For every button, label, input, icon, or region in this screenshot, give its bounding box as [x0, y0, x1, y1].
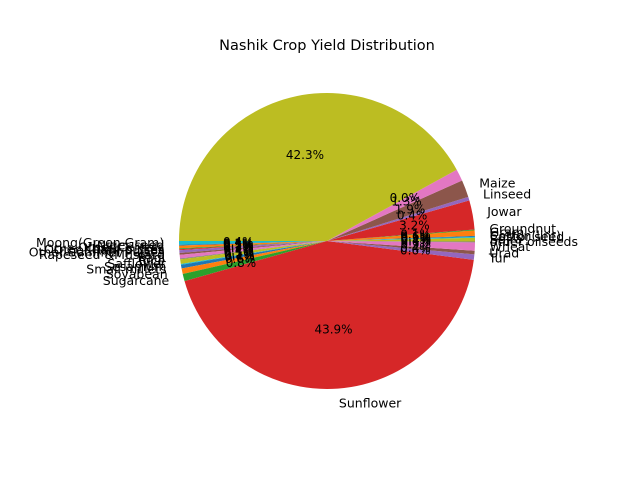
category-label-sugarcane: Sugarcane: [103, 273, 170, 288]
category-label-other-cereals: Other Cereals: [78, 240, 164, 255]
category-label-urad: Urad: [489, 246, 519, 261]
percent-label-small-millets: 0.4%: [224, 249, 255, 263]
pie-slice-urad: [327, 241, 475, 255]
pie-slice-slice-29: [179, 92, 457, 241]
pie-slice-groundnut: [327, 229, 475, 241]
category-label-tur: Tur: [488, 251, 509, 266]
pie-slice-soyabean: [181, 241, 327, 274]
pie-slice-sunflower: [184, 241, 474, 390]
category-label-small-millets: Small millets: [86, 261, 166, 276]
percent-label-other-kharif-pulses: 0.1%: [223, 239, 254, 253]
category-label-moong-green-gram: Moong(Green Gram): [36, 235, 164, 250]
pie-slice-sesamum: [180, 241, 327, 265]
category-label-maize: Maize: [479, 175, 515, 190]
percent-label-slice-27: 1.3%: [391, 194, 422, 208]
percent-label-niger-seed: 0.1%: [223, 236, 254, 250]
category-label-niger-seed: Niger seed: [97, 238, 164, 253]
category-label-linseed: Linseed: [483, 186, 531, 201]
percent-label-groundnut: 0.1%: [400, 227, 431, 241]
category-label-sesamum: Sesamum: [104, 259, 166, 274]
percent-label-other-summer-pulses: 0.3%: [223, 240, 254, 254]
category-label-gram: Gram: [490, 224, 525, 239]
pie-slice-rapeseed-mustard: [179, 241, 327, 255]
pie-slice-safflower: [180, 241, 327, 264]
percent-label-rapeseed-mustard: 0.2%: [223, 242, 254, 256]
pie-slice-slice-27: [327, 169, 463, 241]
percent-label-cotton-lint: 0.1%: [401, 231, 432, 245]
category-label-sunflower: Sunflower: [339, 395, 402, 410]
pie-slice-cotton-lint: [327, 235, 475, 241]
percent-label-rice: 0.1%: [224, 245, 255, 259]
category-label-cotton-lint: Cotton(lint): [490, 228, 561, 243]
pie-slice-castor-seed: [327, 236, 475, 241]
pie-slice-sugarcane: [182, 241, 327, 282]
category-label-other-rabi-pulses: Other Rabi pulses: [54, 243, 165, 258]
pie-slice-other-oilseeds: [327, 241, 475, 243]
percent-label-sesamum: 0.1%: [224, 248, 255, 262]
category-label-castor-seed: Castor seed: [490, 229, 564, 244]
pie-slice-maize: [327, 180, 469, 241]
percent-label-sugarcane: 0.8%: [226, 256, 257, 270]
percent-label-jowar: 3.2%: [399, 218, 430, 232]
pie-slice-ragi: [179, 241, 327, 259]
category-label-bajra: Bajra: [490, 231, 523, 246]
percent-label-linseed: 0.4%: [397, 209, 428, 223]
pie-slice-rice: [180, 241, 327, 260]
percent-labels: 0.4%0.1%0.3%0.1%0.1%0.3%0.2%0.4%0.1%0.5%…: [223, 148, 431, 337]
category-label-other-oilseeds: other oilseeds: [490, 234, 578, 249]
percent-label-other-oilseeds: 0.1%: [401, 235, 432, 249]
pie-slice-small-millets: [180, 241, 327, 269]
pie-slice-jowar: [327, 200, 475, 241]
percent-label-soyabean: 0.6%: [225, 252, 256, 266]
percent-label-sunflower: 43.9%: [314, 323, 352, 337]
pie-slice-wheat: [327, 241, 475, 251]
pie-slices: [179, 92, 475, 390]
pie-slice-bajra: [327, 237, 475, 242]
percent-label-slice-28: 0.0%: [390, 191, 421, 205]
percent-label-slice-29: 42.3%: [286, 148, 324, 162]
pie-slice-niger-seed: [179, 241, 327, 246]
category-label-soyabean: Soyabean: [106, 266, 168, 281]
percent-label-moong-green-gram: 0.4%: [223, 235, 254, 249]
percent-label-wheat: 0.9%: [400, 237, 431, 251]
percent-label-other-cereals: 0.3%: [223, 238, 254, 252]
pie-slice-tur: [327, 241, 475, 260]
percent-label-bajra: 0.4%: [401, 233, 432, 247]
category-label-safflower: Safflower: [107, 256, 166, 271]
pie-slice-other-kharif-pulses: [179, 241, 327, 250]
category-label-wheat: Wheat: [490, 239, 531, 254]
percent-label-urad: 0.4%: [400, 241, 431, 255]
percent-label-ragi: 0.4%: [223, 243, 254, 257]
percent-label-other-rabi-pulses: 0.1%: [223, 239, 254, 253]
pie-slice-other-summer-pulses: [179, 241, 327, 253]
percent-label-maize: 1.9%: [395, 203, 426, 217]
category-label-jowar: Jowar: [486, 204, 522, 219]
category-label-groundnut: Groundnut: [489, 221, 556, 236]
pie-slice-other-rabi-pulses: [179, 241, 327, 251]
pie-slice-linseed: [327, 196, 470, 241]
pie-slice-gram: [327, 230, 475, 241]
category-label-rice: Rice: [139, 253, 166, 268]
percent-label-castor-seed: 0.1%: [401, 232, 432, 246]
category-label-other-summer-pulses: Other Summer Pulses: [29, 245, 165, 260]
percent-label-tur: 0.6%: [400, 244, 431, 258]
pie-slice-moong-green-gram: [179, 241, 327, 245]
percent-label-safflower: 0.5%: [224, 246, 255, 260]
percent-label-gram: 0.6%: [400, 229, 431, 243]
category-label-other-kharif-pulses: Other Kharif pulses: [44, 242, 164, 257]
category-label-rapeseed-mustard: Rapeseed &Mustard: [39, 247, 165, 262]
chart-title: Nashik Crop Yield Distribution: [219, 38, 435, 54]
category-label-ragi: Ragi: [138, 250, 165, 265]
pie-slice-other-cereals: [179, 241, 327, 249]
